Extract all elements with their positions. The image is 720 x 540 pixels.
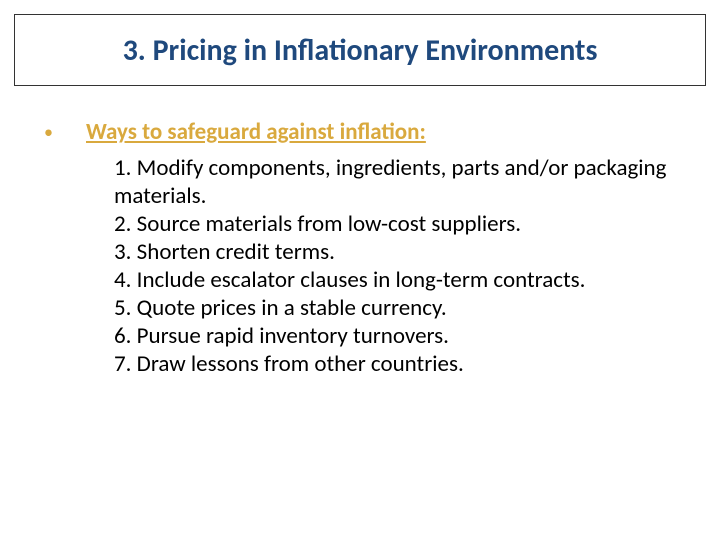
list-item: 6. Pursue rapid inventory turnovers. [114, 322, 680, 350]
bullet-row: • Ways to safeguard against inflation: [40, 118, 680, 146]
numbered-list: 1. Modify components, ingredients, parts… [114, 154, 680, 378]
list-item: 1. Modify components, ingredients, parts… [114, 154, 680, 210]
list-item: 2. Source materials from low-cost suppli… [114, 210, 680, 238]
list-item: 4. Include escalator clauses in long-ter… [114, 266, 680, 294]
list-item: 3. Shorten credit terms. [114, 238, 680, 266]
content-area: • Ways to safeguard against inflation: 1… [40, 118, 680, 378]
bullet-marker: • [40, 118, 86, 146]
slide-title: 3. Pricing in Inflationary Environments [123, 32, 598, 69]
title-container: 3. Pricing in Inflationary Environments [14, 14, 706, 86]
list-item: 7. Draw lessons from other countries. [114, 350, 680, 378]
bullet-heading: Ways to safeguard against inflation: [86, 118, 426, 146]
list-item: 5. Quote prices in a stable currency. [114, 294, 680, 322]
